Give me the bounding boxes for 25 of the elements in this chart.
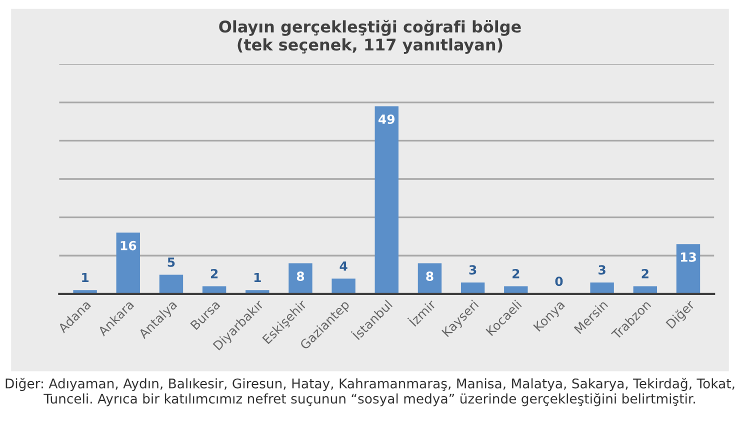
data-label: 2	[512, 268, 520, 278]
bar	[460, 282, 485, 294]
data-label: 3	[598, 265, 606, 275]
data-label: 13	[680, 252, 696, 262]
data-label: 2	[210, 268, 218, 278]
text: Diğer: Adıyaman, Aydın, Balıkesir, Giresun, Hatay, Kahramanmaraş, Manisa, Malatya, Sakarya, Tekirdağ, Tokat, Tunceli. Ayrıca bir katılımcımız nefret suçunun “sosyal medya” üzerinde gerçekleştiğini belirtmiştir.	[6, 378, 734, 406]
chart-title: Olayın gerçekleştiği coğrafi bölge (tek seçenek, 117 yanıtlayan)	[219, 20, 521, 54]
data-label: 4	[340, 261, 348, 271]
data-label: 1	[82, 272, 89, 282]
data-label: 1	[254, 272, 261, 282]
data-label: 0	[555, 276, 563, 286]
bar	[374, 106, 398, 294]
data-label: 16	[120, 240, 136, 250]
data-label: 8	[296, 272, 304, 282]
data-label: 5	[168, 258, 175, 267]
bar	[159, 274, 184, 294]
bar	[676, 244, 700, 294]
bar	[116, 232, 140, 294]
data-label: 3	[469, 265, 476, 275]
bar	[590, 282, 614, 294]
bar	[332, 278, 356, 294]
data-label: 8	[426, 272, 434, 282]
data-label: 2	[642, 268, 648, 278]
bar	[288, 263, 312, 294]
data-label: 49	[378, 114, 395, 124]
